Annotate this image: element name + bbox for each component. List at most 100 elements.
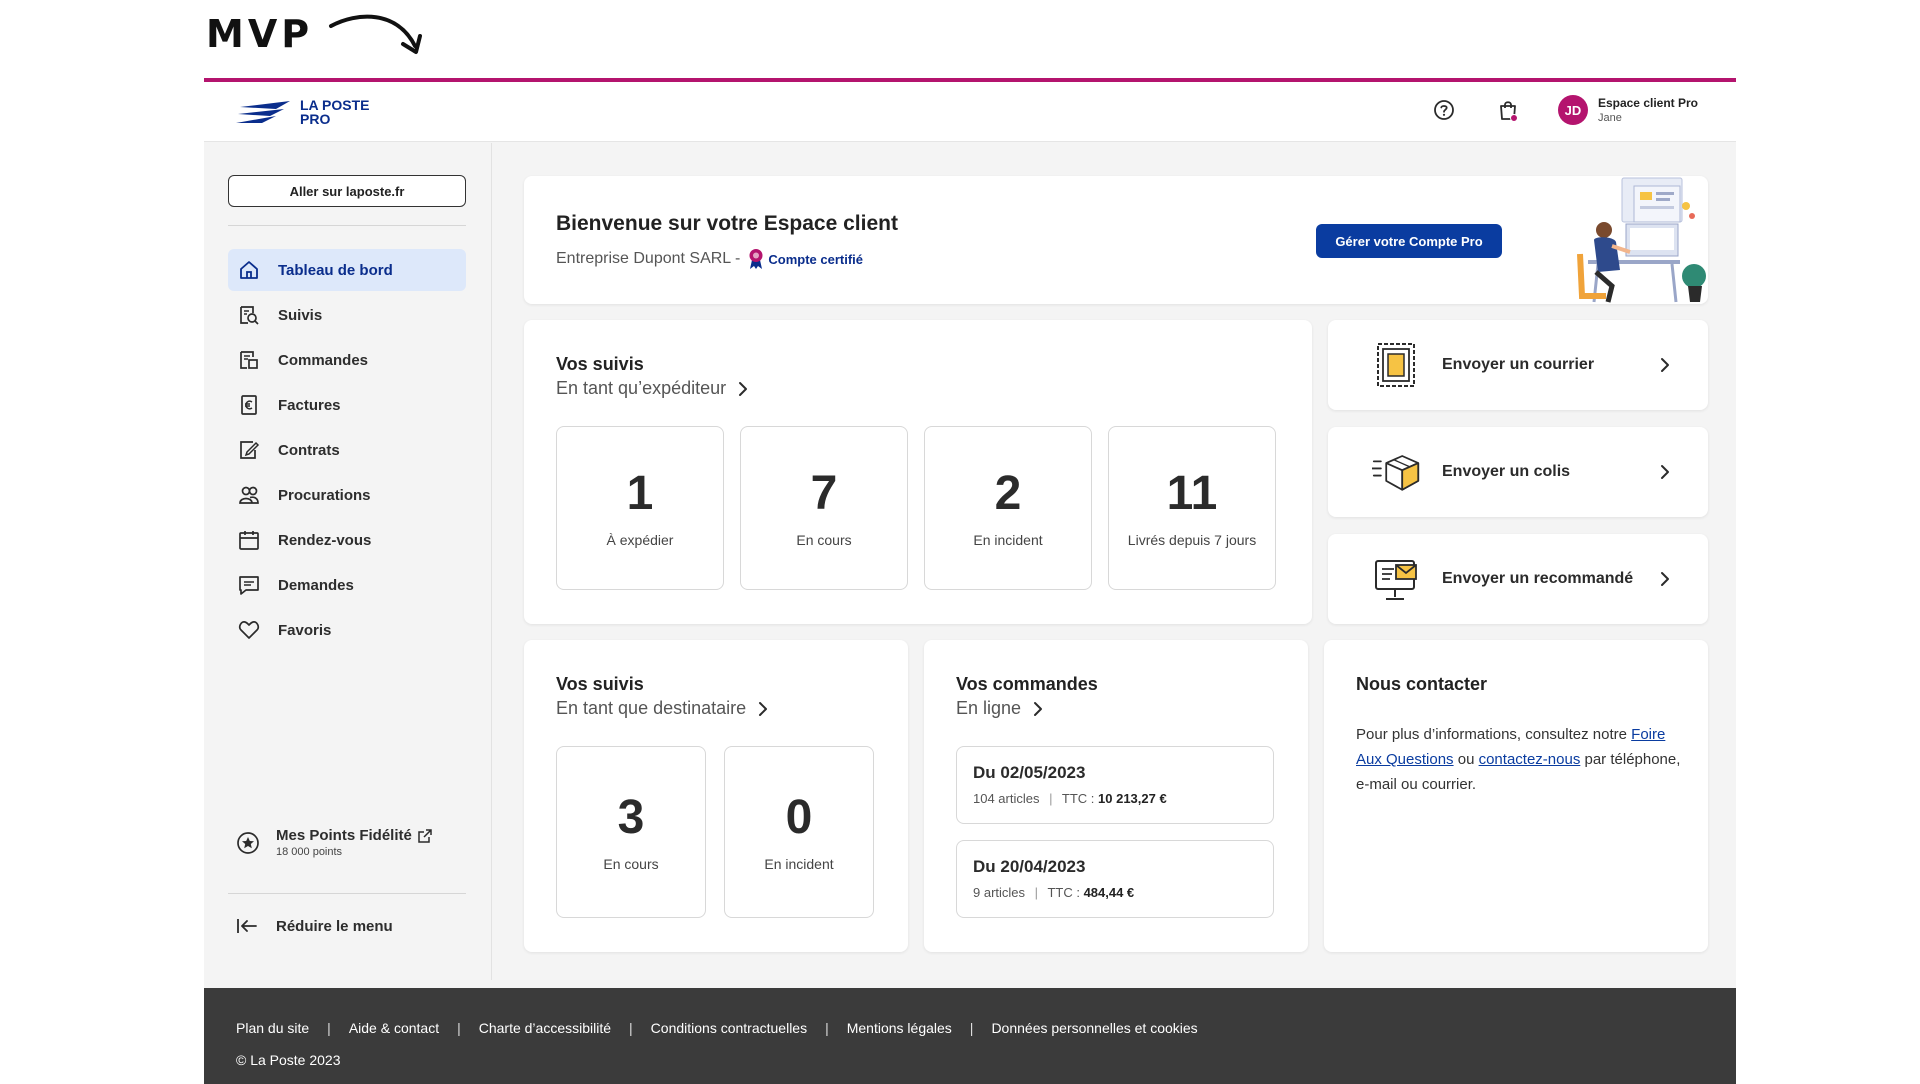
chevron-right-icon (739, 381, 748, 396)
shipper-tracking-link[interactable]: En tant qu’expéditeur (556, 378, 748, 399)
help-circle-icon (1434, 100, 1454, 120)
la-poste-logo[interactable]: LA POSTE PRO (236, 98, 370, 126)
sidebar-item-appointments[interactable]: Rendez-vous (228, 519, 466, 561)
order-date: Du 02/05/2023 (973, 763, 1086, 782)
sidebar-item-proxies[interactable]: Procurations (228, 474, 466, 516)
shipper-tracking-subtitle: En tant qu’expéditeur (556, 378, 727, 398)
copyright: © La Poste 2023 (236, 1052, 341, 1068)
user-avatar[interactable]: JD (1557, 95, 1588, 125)
stat-incident[interactable]: 2 En incident (924, 426, 1092, 590)
people-icon (238, 484, 260, 506)
registered-mail-icon (1372, 555, 1420, 603)
app-frame: LA POSTE PRO JD Espace cli (204, 78, 1736, 1084)
home-icon (238, 259, 260, 281)
contract-edit-icon (238, 439, 260, 461)
recipient-tracking-card: Vos suivis En tant que destinataire 3 En… (524, 640, 908, 952)
footer-link-legal[interactable]: Mentions légales (846, 1020, 952, 1036)
sidebar-item-invoices[interactable]: Factures (228, 384, 466, 426)
la-poste-bird-icon (236, 101, 290, 123)
footer-link-help[interactable]: Aide & contact (348, 1020, 440, 1036)
send-parcel-label: Envoyer un colis (1442, 463, 1571, 480)
contact-card: Nous contacter Pour plus d’informations,… (1324, 640, 1708, 952)
sidebar-item-label: Factures (278, 396, 341, 414)
order-item[interactable]: Du 02/05/2023 104 articles | TTC : 10 21… (956, 746, 1274, 824)
certified-rosette-icon (749, 249, 763, 269)
sidebar-item-label: Favoris (278, 621, 332, 639)
recipient-tracking-link[interactable]: En tant que destinataire (556, 698, 768, 719)
sidebar-item-label: Demandes (278, 576, 354, 594)
cart-button[interactable] (1492, 94, 1524, 126)
stat-label: À expédier (606, 532, 674, 548)
sidebar-item-requests[interactable]: Demandes (228, 564, 466, 606)
sidebar-item-label: Suivis (278, 306, 323, 324)
stat-recipient-in-progress[interactable]: 3 En cours (556, 746, 706, 918)
stat-recipient-incident[interactable]: 0 En incident (724, 746, 874, 918)
recipient-tracking-subtitle: En tant que destinataire (556, 698, 747, 718)
sidebar-item-label: Contrats (278, 441, 340, 459)
shipper-tracking-title: Vos suivis (556, 354, 644, 374)
sidebar-item-orders[interactable]: Commandes (228, 339, 466, 381)
faq-link[interactable]: Foire Aux Questions (1356, 726, 1666, 768)
stat-to-ship[interactable]: 1 À expédier (556, 426, 724, 590)
orders-link[interactable]: En ligne (956, 698, 1043, 719)
footer-link-terms[interactable]: Conditions contractuelles (650, 1020, 808, 1036)
stat-value: 7 (810, 467, 838, 520)
sidebar-item-favorites[interactable]: Favoris (228, 609, 466, 651)
footer: Plan du site | Aide & contact | Charte d… (204, 988, 1736, 1084)
sidebar-item-tracking[interactable]: Suivis (228, 294, 466, 336)
loyalty-points: 18 000 points (276, 846, 343, 858)
order-ttc-label: TTC : (1061, 791, 1095, 806)
stat-value: 2 (994, 467, 1022, 520)
company-name: Entreprise Dupont SARL - (556, 250, 741, 267)
order-item[interactable]: Du 20/04/2023 9 articles | TTC : 484,44 … (956, 840, 1274, 918)
stat-in-progress[interactable]: 7 En cours (740, 426, 908, 590)
send-parcel-action[interactable]: Envoyer un colis (1328, 427, 1708, 517)
welcome-title: Bienvenue sur votre Espace client (556, 212, 898, 235)
footer-link-sitemap[interactable]: Plan du site (236, 1020, 310, 1036)
stat-value: 11 (1166, 467, 1218, 520)
curved-arrow-icon (329, 14, 423, 54)
chevron-right-icon (759, 701, 768, 716)
user-space-title: Espace client Pro (1597, 96, 1698, 110)
certified-account-label: Compte certifié (768, 251, 864, 267)
loyalty-points-link[interactable]: Mes Points Fidélité 18 000 points (236, 827, 432, 858)
cart-notification-dot (1509, 114, 1518, 122)
shipper-tracking-card: Vos suivis En tant qu’expéditeur 1 À exp… (524, 320, 1312, 624)
footer-link-accessibility[interactable]: Charte d’accessibilité (478, 1020, 612, 1036)
collapse-menu-button[interactable]: Réduire le menu (236, 915, 393, 937)
stat-label: En cours (603, 856, 659, 872)
loyalty-title: Mes Points Fidélité (276, 827, 412, 844)
orders-title: Vos commandes (956, 674, 1098, 694)
contact-us-link[interactable]: contactez-nous (1478, 751, 1581, 768)
tracking-search-icon (238, 304, 260, 326)
user-account-menu[interactable]: Espace client Pro Jane (1598, 96, 1698, 124)
message-icon (238, 574, 260, 596)
send-letter-action[interactable]: Envoyer un courrier (1328, 320, 1708, 410)
send-registered-action[interactable]: Envoyer un recommandé (1328, 534, 1708, 624)
chevron-right-icon (1034, 701, 1043, 716)
invoice-euro-icon (238, 394, 260, 416)
contact-title: Nous contacter (1356, 674, 1488, 694)
parcel-box-icon (1372, 448, 1420, 496)
order-ttc-value: 10 213,27 € (1098, 791, 1167, 806)
sidebar-item-contracts[interactable]: Contrats (228, 429, 466, 471)
sidebar-divider (228, 225, 466, 226)
contact-text-after: par téléphone, e-mail ou courrier. (1356, 751, 1681, 793)
help-button[interactable] (1428, 94, 1460, 126)
stat-delivered[interactable]: 11 Livrés depuis 7 jours (1108, 426, 1276, 590)
chevron-right-icon (1661, 572, 1669, 586)
sidebar-item-dashboard[interactable]: Tableau de bord (228, 249, 466, 291)
order-articles: 104 articles (973, 791, 1040, 806)
manage-pro-account-button[interactable]: Gérer votre Compte Pro (1316, 224, 1502, 258)
orders-card: Vos commandes En ligne Du 02/05/2023 104… (924, 640, 1308, 952)
footer-link-privacy[interactable]: Données personnelles et cookies (991, 1020, 1198, 1036)
contact-text-middle: ou (1457, 751, 1475, 768)
go-to-laposte-button[interactable]: Aller sur laposte.fr (228, 175, 466, 207)
order-date: Du 20/04/2023 (973, 857, 1086, 876)
contact-text: Pour plus d’informations, consultez notr… (1356, 722, 1686, 797)
welcome-card: Bienvenue sur votre Espace client Entrep… (524, 176, 1708, 304)
stat-value: 1 (626, 467, 654, 520)
sidebar-item-label: Tableau de bord (278, 261, 393, 279)
top-bar: LA POSTE PRO JD Espace cli (204, 82, 1736, 142)
logo-line-2: PRO (300, 111, 331, 127)
